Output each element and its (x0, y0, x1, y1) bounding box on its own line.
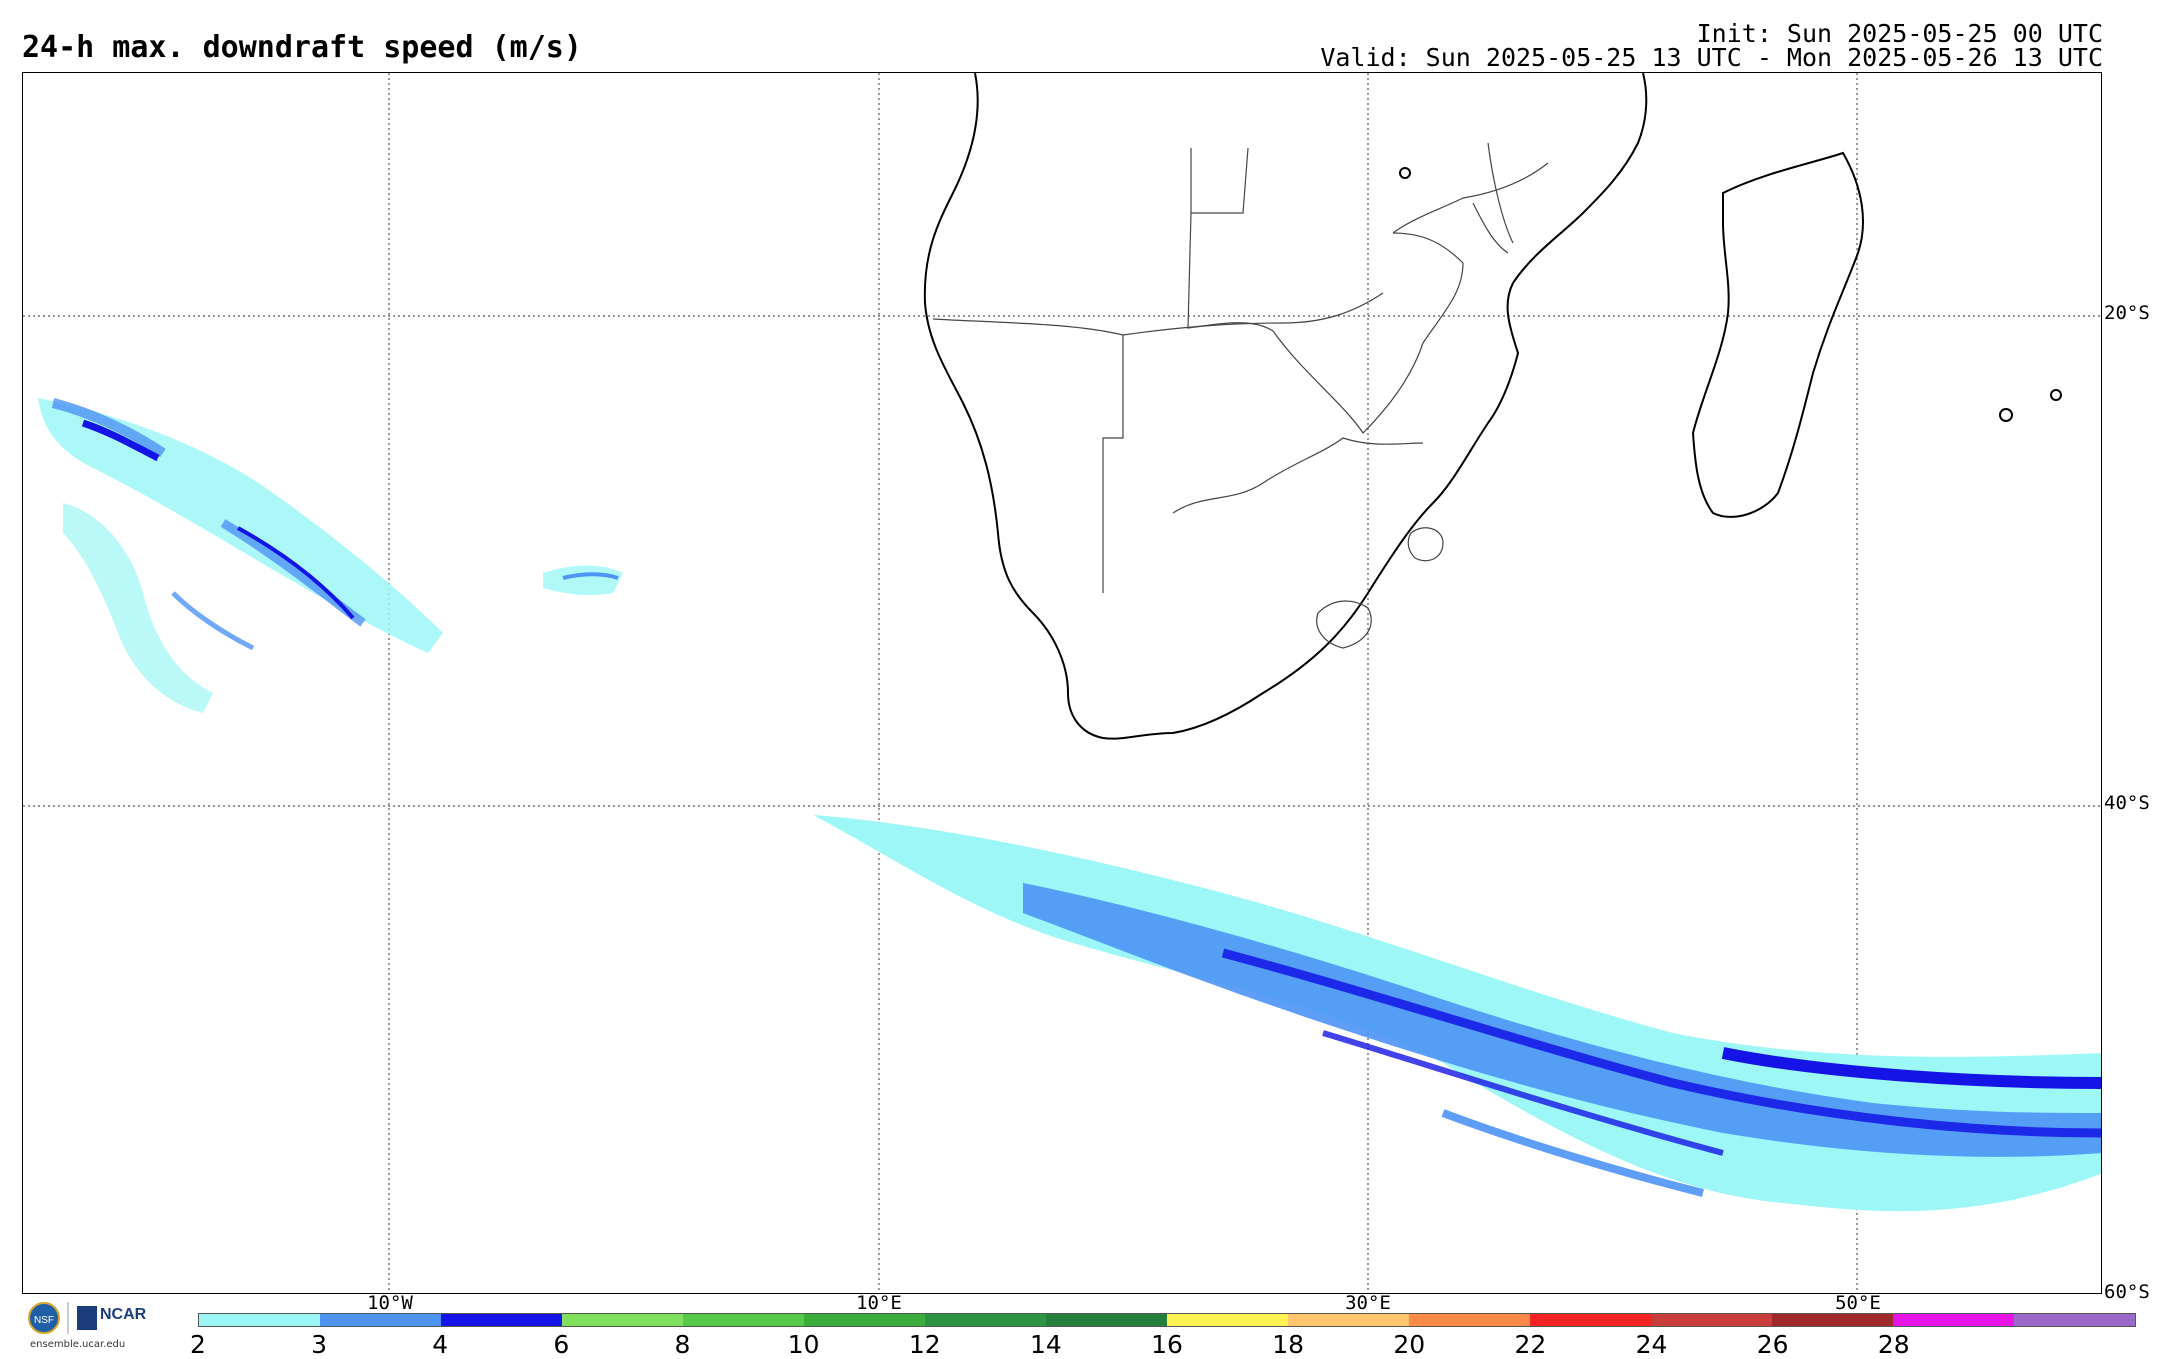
colorbar-segment (1530, 1314, 1651, 1326)
country-borders (932, 142, 1549, 649)
ncar-logo-text: NCAR (100, 1306, 147, 1323)
colorbar-tick-label: 20 (1393, 1330, 1426, 1359)
coastlines (923, 73, 2062, 740)
lat-label-40s: 40°S (2104, 792, 2150, 814)
graticule (23, 73, 2101, 1293)
colorbar-tick-label: 28 (1877, 1330, 1910, 1359)
colorbar-segment (1288, 1314, 1409, 1326)
colorbar-segment (1893, 1314, 2014, 1326)
colorbar-tick-label: 26 (1756, 1330, 1789, 1359)
colorbar-segment (1772, 1314, 1893, 1326)
lon-label-10w: 10°W (367, 1292, 413, 1314)
colorbar-tick-label: 8 (674, 1330, 691, 1359)
colorbar-segment (683, 1314, 804, 1326)
colorbar-segment (1167, 1314, 1288, 1326)
colorbar-tick-label: 24 (1635, 1330, 1668, 1359)
nsf-logo-icon: NSF (28, 1302, 97, 1334)
colorbar-segment (804, 1314, 925, 1326)
colorbar-tick-label: 16 (1151, 1330, 1183, 1359)
colorbar-segment (1046, 1314, 1167, 1326)
colorbar-tick-label: 2 (190, 1330, 206, 1359)
colorbar-segment (1651, 1314, 1772, 1326)
colorbar-tick-label: 14 (1029, 1330, 1062, 1359)
colorbar-tick-label: 4 (432, 1330, 449, 1359)
colorbar-segment (1409, 1314, 1530, 1326)
downdraft-field-south (813, 815, 2101, 1212)
colorbar-segment (199, 1314, 320, 1326)
map-title: 24-h max. downdraft speed (m/s) (22, 30, 582, 65)
colorbar-segment (2014, 1314, 2135, 1326)
lon-label-10e: 10°E (856, 1292, 902, 1314)
colorbar-tick-label: 10 (787, 1330, 820, 1359)
svg-text:NSF: NSF (34, 1315, 54, 1326)
valid-time: Valid: Sun 2025-05-25 13 UTC - Mon 2025-… (1320, 43, 2103, 72)
colorbar-tick-label: 18 (1272, 1330, 1305, 1359)
colorbar-tick-label: 6 (553, 1330, 570, 1359)
map-canvas (23, 73, 2101, 1293)
map-panel (22, 72, 2102, 1294)
init-time: Init: Sun 2025-05-25 00 UTC (1696, 19, 2103, 48)
colorbar-tick-label: 12 (908, 1330, 941, 1359)
colorbar-tick-label: 22 (1514, 1330, 1547, 1359)
lat-label-60s: 60°S (2104, 1281, 2150, 1303)
site-url: ensemble.ucar.edu (30, 1339, 126, 1350)
downdraft-field-west (38, 398, 623, 713)
colorbar-tick-label: 3 (311, 1330, 328, 1359)
colorbar (198, 1313, 2136, 1327)
colorbar-segment (320, 1314, 441, 1326)
lat-label-20s: 20°S (2104, 302, 2150, 324)
colorbar-segment (562, 1314, 683, 1326)
lon-label-30e: 30°E (1345, 1292, 1391, 1314)
colorbar-segment (441, 1314, 562, 1326)
lon-label-50e: 50°E (1835, 1292, 1881, 1314)
colorbar-segment (925, 1314, 1046, 1326)
